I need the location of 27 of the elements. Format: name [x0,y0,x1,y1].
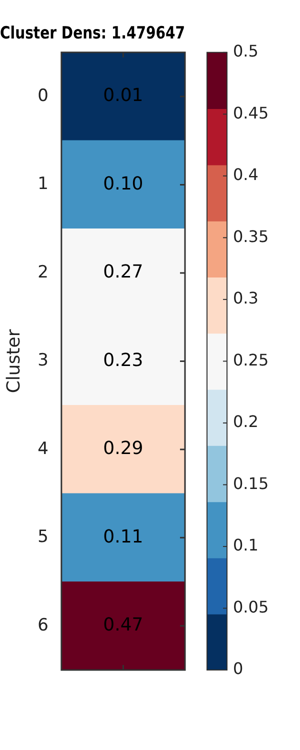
data-label: 0.01 [103,85,144,106]
data-label: 0.47 [103,614,144,636]
y-tick-label: 0 [38,86,48,106]
y-tick-label: 2 [38,262,48,282]
data-label: 0.23 [103,350,144,371]
color-bar-label: 0.4 [233,165,258,184]
data-label: 0.11 [103,526,144,548]
chart-title: Cluster Dens: 1.479647 [0,23,185,43]
data-label: 0.27 [103,262,144,283]
y-tick-label: 3 [38,350,48,371]
color-bar-label: 0.35 [233,226,269,246]
data-label: 0.10 [103,173,144,194]
color-bar-label: 0.25 [233,350,269,370]
y-tick-label: 5 [38,527,48,548]
color-bar-label: 0.5 [233,42,258,61]
data-label: 0.29 [103,438,144,460]
y-axis-title: Cluster [3,328,24,394]
y-tick-label: 6 [38,615,48,636]
color-bar-label: 0.2 [233,412,258,432]
color-bar-label: 0.05 [233,597,269,616]
color-bar-label: 0.3 [233,288,258,308]
color-bar-label: 0 [233,659,244,678]
color-bar-label: 0.45 [233,103,269,122]
color-bar-label: 0.15 [233,474,269,493]
y-tick-label: 1 [38,174,48,194]
y-tick-label: 4 [38,438,48,459]
color-bar-label: 0.1 [233,536,258,555]
